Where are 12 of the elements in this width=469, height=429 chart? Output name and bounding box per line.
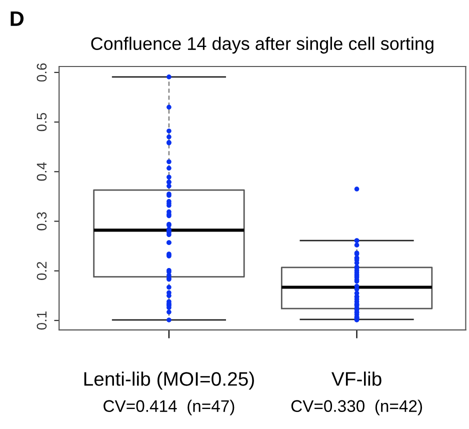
x-tick-label: Lenti-lib (MOI=0.25) xyxy=(84,372,254,390)
y-tick-label: 0.1 xyxy=(36,312,47,330)
chart-title: Confluence 14 days after single cell sorting xyxy=(91,36,434,54)
y-tick-label: 0.3 xyxy=(36,212,47,230)
text: CV=0.414 (n=47) xyxy=(104,400,234,416)
x-tick-label: VF-lib xyxy=(331,372,382,386)
y-tick-label: 0.5 xyxy=(36,112,47,132)
text: D xyxy=(10,11,24,26)
y-tick-label: 0.2 xyxy=(36,262,47,280)
y-tick-label: 0.6 xyxy=(36,63,47,82)
text: CV=0.330 (n=42) xyxy=(291,400,422,416)
y-tick-label: 0.4 xyxy=(36,162,47,181)
